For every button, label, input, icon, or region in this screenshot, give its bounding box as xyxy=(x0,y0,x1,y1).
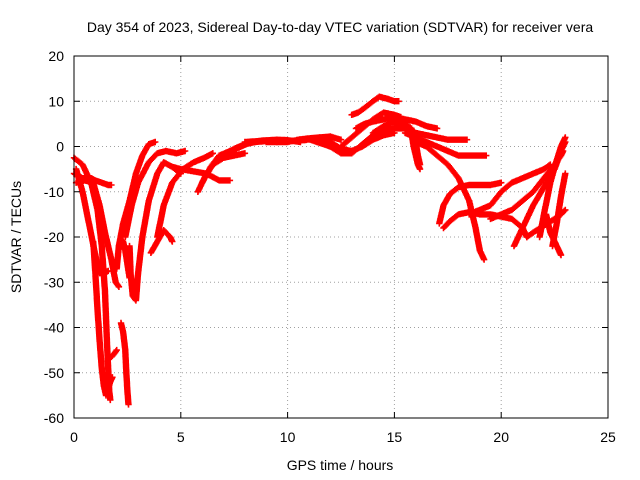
data-marks xyxy=(436,179,505,227)
data-series-arc-28 xyxy=(391,120,471,143)
data-series-arc-04 xyxy=(72,177,123,290)
y-tick-label: -40 xyxy=(44,320,64,336)
y-tick-label: -60 xyxy=(44,410,64,426)
y-axis-label: SDTVAR / TECUs xyxy=(8,181,24,293)
data-series-arc-06 xyxy=(108,346,120,361)
data-marks xyxy=(72,177,123,290)
data-marks xyxy=(549,170,569,250)
x-tick-label: 10 xyxy=(280,429,296,445)
data-series-arc-31 xyxy=(436,179,505,227)
data-marks xyxy=(352,113,441,132)
x-tick-label: 15 xyxy=(387,429,403,445)
y-tick-label: -20 xyxy=(44,229,64,245)
data-marks xyxy=(391,120,471,143)
y-tick-label: 10 xyxy=(48,93,64,109)
x-axis-label: GPS time / hours xyxy=(287,457,394,473)
chart-title: Day 354 of 2023, Sidereal Day-to-day VTE… xyxy=(87,19,593,35)
x-tick-label: 0 xyxy=(70,429,78,445)
tick-labels: 0 5 10 15 20 25 -60 -50 -40 -30 -20 -10 0 10 20 xyxy=(44,48,616,445)
data-marks xyxy=(126,159,184,304)
data-series-arc-11 xyxy=(126,159,184,304)
data-series-arc-07 xyxy=(117,319,132,408)
x-tick-label: 5 xyxy=(177,429,185,445)
x-tick-label: 20 xyxy=(493,429,509,445)
data-marks xyxy=(90,238,116,399)
data-series-arc-25 xyxy=(352,113,441,132)
data-marks xyxy=(401,129,490,159)
y-tick-label: -10 xyxy=(44,184,64,200)
y-tick-label: 0 xyxy=(56,139,64,155)
data-series-arc-29 xyxy=(401,129,490,159)
data-marks xyxy=(108,346,120,361)
data-marks xyxy=(117,319,132,408)
data-marks xyxy=(122,147,189,241)
axes xyxy=(73,55,609,419)
data-marks xyxy=(466,161,554,218)
y-tick-label: -30 xyxy=(44,274,64,290)
data-series-arc-10 xyxy=(122,147,189,241)
data-marks xyxy=(348,93,402,118)
data-series-arc-09 xyxy=(115,138,159,250)
y-tick-label: -50 xyxy=(44,365,64,381)
data-marks xyxy=(115,138,159,250)
y-tick-label: 20 xyxy=(48,48,64,64)
plot-area xyxy=(70,93,569,408)
data-series-arc-05 xyxy=(90,238,116,399)
data-series-arc-39 xyxy=(549,170,569,250)
data-series-arc-33 xyxy=(466,161,554,218)
x-tick-label: 25 xyxy=(600,429,616,445)
data-series-arc-23 xyxy=(348,93,402,118)
